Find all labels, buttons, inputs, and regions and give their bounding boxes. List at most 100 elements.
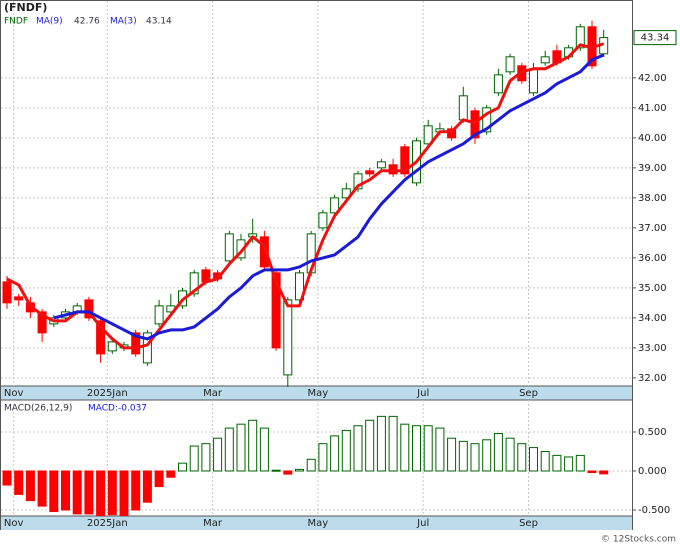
macd-title: MACD(26,12,9) [4,404,72,414]
candle-body [529,68,538,94]
macd-bar [2,470,12,486]
candle-body [540,56,550,64]
candle-body [107,341,117,352]
x-tick-label: May [308,388,329,399]
y-tick-label: 0.000 [638,466,667,477]
chart-title: (FNDF) [4,1,47,14]
candle-body [283,299,293,376]
macd-bar [283,470,293,475]
candle-body [2,281,12,304]
macd-bar [306,458,316,472]
macd-bar [119,470,129,516]
macd-bar [259,427,269,472]
legend-label: MA(9) [36,17,63,27]
candle-body [353,173,363,190]
x-tick-label: Jul [416,518,429,529]
legend-symbol: FNDF [4,17,28,27]
x-tick-label: Sep [519,518,538,529]
y-tick-label: 0.500 [638,427,667,438]
candle-body [458,95,468,121]
candle-body [259,236,269,268]
date-strip [1,516,632,530]
macd-bar [61,470,70,511]
macd-bar [318,443,328,472]
date-strip [1,386,632,400]
macd-bar [400,423,410,472]
y-tick-label: -0.500 [638,505,670,516]
y-tick-label: 37.00 [638,223,667,234]
candle-body [37,311,47,334]
macd-bar [493,433,503,472]
candle-body [96,320,106,355]
x-tick-label: Sep [519,388,538,399]
macd-bar [96,470,106,516]
legend-label: MA(3) [110,17,137,27]
macd-bar [552,454,562,472]
macd-bar [353,425,363,472]
candle-body [271,272,281,349]
macd-bar [178,462,187,472]
macd-bar [540,450,550,472]
y-tick-label: 42.00 [638,73,667,84]
y-tick-label: 32.00 [638,373,667,384]
x-tick-label: Jul [416,388,429,399]
macd-bar [49,470,59,513]
macd-bar [213,437,223,472]
macd-bar [295,468,304,472]
last-price-label: 43.34 [641,33,670,44]
macd-bar [423,425,433,472]
macd-bar [412,425,421,472]
macd-bar [72,470,82,515]
candle-body [131,332,141,355]
macd-bar [517,443,527,472]
ma-line [53,53,605,341]
macd-bar [330,435,340,472]
macd-bar [142,470,152,503]
y-tick-label: 39.00 [638,163,667,174]
macd-bar [435,427,445,472]
macd-bar [166,470,176,478]
candle-body [493,74,503,94]
macd-bar [25,470,35,502]
candle-body [295,272,304,301]
candle-body [330,197,340,214]
macd-bar [388,415,398,472]
candle-body [575,26,585,49]
legend-value: 43.14 [146,17,172,27]
candle-body [482,107,492,133]
candle-body [318,212,328,229]
macd-bar [575,454,585,472]
candle-body [14,296,24,301]
x-tick-label: Mar [203,388,223,399]
macd-bar [154,470,164,488]
macd-bar [131,470,141,511]
candle-body [154,305,164,325]
macd-bar [599,470,609,475]
x-tick-label: Mar [203,518,223,529]
macd-bar [37,470,47,507]
macd-bar [505,437,515,472]
legend-value: 42.76 [74,17,100,27]
candle-body [142,332,152,364]
candle-body [470,110,480,139]
candle-body [447,128,457,139]
macd-bar [201,443,211,472]
ma-line [6,42,605,350]
candle-body [189,272,199,295]
footer: © 12Stocks.com [601,535,676,545]
y-tick-label: 36.00 [638,253,667,264]
macd-bar [376,415,386,472]
x-tick-label: 2025Jan [87,388,128,399]
macd-bar [529,447,538,472]
macd-bar [14,470,24,495]
macd-bar [271,469,281,472]
candle-body [505,56,515,73]
macd-bar [365,419,375,472]
macd-bar [470,443,480,472]
candle-body [376,161,386,169]
x-tick-label: May [308,518,329,529]
y-tick-label: 35.00 [638,283,667,294]
y-tick-label: 33.00 [638,343,667,354]
macd-bar [236,423,246,472]
